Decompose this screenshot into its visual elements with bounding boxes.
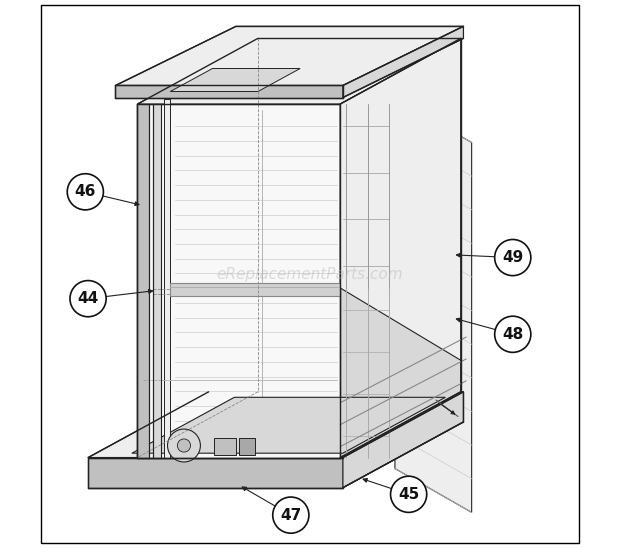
Polygon shape xyxy=(164,99,170,458)
Polygon shape xyxy=(170,283,340,296)
Text: eReplacementParts.com: eReplacementParts.com xyxy=(216,266,404,282)
Circle shape xyxy=(273,497,309,533)
Polygon shape xyxy=(132,397,445,453)
Polygon shape xyxy=(340,38,461,360)
Polygon shape xyxy=(170,68,300,92)
Polygon shape xyxy=(115,85,343,98)
Polygon shape xyxy=(239,438,255,455)
Polygon shape xyxy=(88,458,343,488)
Polygon shape xyxy=(153,104,161,458)
Circle shape xyxy=(167,429,200,462)
Polygon shape xyxy=(138,38,461,104)
Text: 49: 49 xyxy=(502,250,523,265)
Text: 48: 48 xyxy=(502,327,523,342)
Polygon shape xyxy=(343,392,463,488)
Circle shape xyxy=(70,281,106,317)
Polygon shape xyxy=(395,99,472,512)
Circle shape xyxy=(67,174,104,210)
Circle shape xyxy=(391,476,427,512)
Circle shape xyxy=(177,439,190,452)
Polygon shape xyxy=(115,26,463,85)
Circle shape xyxy=(495,316,531,352)
Polygon shape xyxy=(138,104,149,458)
Text: 44: 44 xyxy=(78,291,99,306)
Text: 45: 45 xyxy=(398,487,419,502)
Polygon shape xyxy=(214,438,236,455)
Polygon shape xyxy=(340,38,461,458)
Circle shape xyxy=(495,239,531,276)
Text: 46: 46 xyxy=(74,184,96,199)
Text: 47: 47 xyxy=(280,507,301,523)
Polygon shape xyxy=(343,26,463,98)
Polygon shape xyxy=(138,104,340,458)
Polygon shape xyxy=(88,392,463,458)
